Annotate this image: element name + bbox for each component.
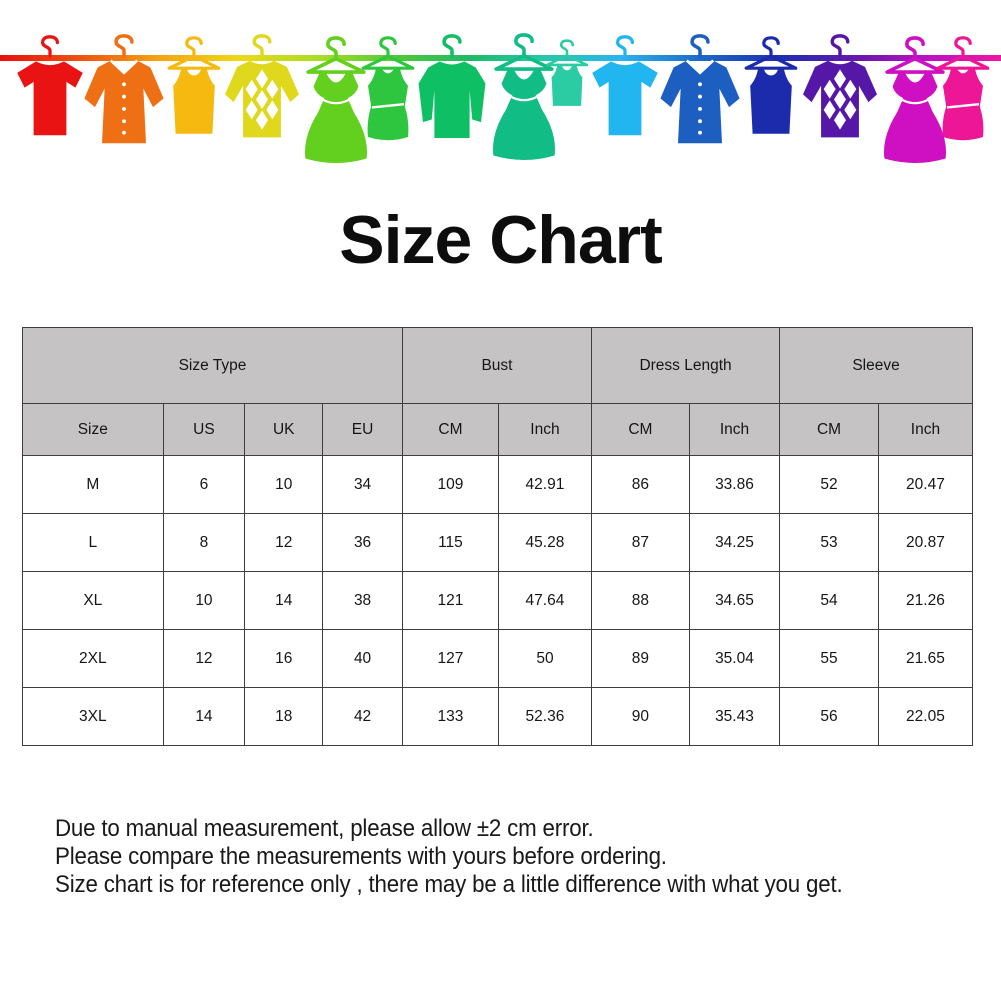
table-row-l: L 8 12 36 115 45.28 87 34.25 53 20.87 [22, 513, 974, 572]
sleeve-inch-cell: 22.05 [877, 687, 974, 746]
dress-cm-cell: 88 [591, 571, 690, 630]
sleeve-inch-cell: 21.26 [877, 571, 974, 630]
size-cell: L [22, 513, 164, 572]
dress-cm-cell: 86 [591, 455, 690, 514]
uk-cell: 12 [244, 513, 324, 572]
size-cell: 3XL [22, 687, 164, 746]
col-header-eu: EU [322, 403, 403, 456]
garment-emerald-dress-icon [491, 33, 557, 162]
eu-cell: 36 [322, 513, 403, 572]
table-row-3xl: 3XL 14 18 42 133 52.36 90 35.43 56 22.05 [22, 687, 974, 746]
group-header-bust: Bust [401, 327, 593, 404]
us-cell: 12 [162, 629, 246, 688]
dress-cm-cell: 89 [591, 629, 690, 688]
us-cell: 10 [162, 571, 246, 630]
sleeve-cm-cell: 53 [779, 513, 879, 572]
measurement-notes: Due to manual measurement, please allow … [55, 815, 966, 899]
note-line-2: Please compare the measurements with you… [55, 843, 667, 870]
group-header-size-type: Size Type [22, 327, 403, 404]
bust-cm-cell: 121 [401, 571, 499, 630]
garment-pink-tankdress-icon [936, 36, 990, 142]
eu-cell: 42 [322, 687, 403, 746]
clothesline-banner [0, 33, 1001, 165]
garment-red-tshirt-icon [15, 35, 85, 137]
bust-cm-cell: 115 [401, 513, 499, 572]
size-cell: XL [22, 571, 164, 630]
garment-navy-tanktop-icon [744, 36, 798, 136]
size-chart-table: Size Type Bust Dress Length Sleeve Size … [22, 327, 974, 746]
note-line-3: Size chart is for reference only , there… [55, 871, 843, 898]
table-row-m: M 6 10 34 109 42.91 86 33.86 52 20.47 [22, 455, 974, 514]
bust-cm-cell: 127 [401, 629, 499, 688]
bust-inch-cell: 45.28 [497, 513, 593, 572]
uk-cell: 18 [244, 687, 324, 746]
dress-cm-cell: 87 [591, 513, 690, 572]
garment-green-sweater-icon [416, 34, 488, 140]
uk-cell: 16 [244, 629, 324, 688]
sleeve-inch-cell: 21.65 [877, 629, 974, 688]
bust-cm-cell: 109 [401, 455, 499, 514]
col-header-bust-cm: CM [401, 403, 499, 456]
dress-inch-cell: 34.65 [688, 571, 781, 630]
us-cell: 8 [162, 513, 246, 572]
group-header-row: Size Type Bust Dress Length Sleeve [22, 327, 973, 404]
col-header-sleeve-cm: CM [779, 403, 879, 456]
column-header-row: Size US UK EU CM Inch CM Inch CM Inch [22, 403, 974, 456]
col-header-uk: UK [244, 403, 324, 456]
col-header-size: Size [22, 403, 164, 456]
sleeve-cm-cell: 52 [779, 455, 879, 514]
table-row-2xl: 2XL 12 16 40 127 50 89 35.04 55 21.65 [22, 629, 974, 688]
garment-blue-shirt-icon [658, 34, 742, 146]
col-header-bust-inch: Inch [497, 403, 593, 456]
us-cell: 14 [162, 687, 246, 746]
col-header-us: US [162, 403, 246, 456]
bust-cm-cell: 133 [401, 687, 499, 746]
eu-cell: 40 [322, 629, 403, 688]
page-title: Size Chart [339, 202, 663, 278]
dress-cm-cell: 90 [591, 687, 690, 746]
col-header-dress-cm: CM [591, 403, 690, 456]
garment-cyan-tshirt-icon [590, 35, 660, 137]
col-header-dress-inch: Inch [688, 403, 781, 456]
eu-cell: 34 [322, 455, 403, 514]
col-header-sleeve-inch: Inch [877, 403, 974, 456]
note-line-1: Due to manual measurement, please allow … [55, 815, 594, 842]
uk-cell: 14 [244, 571, 324, 630]
garment-orange-shirt-icon [82, 34, 166, 146]
group-header-dress-length: Dress Length [590, 327, 781, 404]
clothesline [0, 55, 1001, 61]
bust-inch-cell: 50 [497, 629, 593, 688]
table-row-xl: XL 10 14 38 121 47.64 88 34.65 54 21.26 [22, 571, 974, 630]
sleeve-cm-cell: 56 [779, 687, 879, 746]
bust-inch-cell: 52.36 [497, 687, 593, 746]
garment-green-tankdress-icon [361, 36, 415, 142]
garment-yellow-argyle-sweater-icon [223, 34, 301, 140]
size-cell: M [22, 455, 164, 514]
bust-inch-cell: 42.91 [497, 455, 593, 514]
garment-purple-argyle-sweater-icon [801, 34, 879, 140]
dress-inch-cell: 34.25 [688, 513, 781, 572]
sleeve-cm-cell: 54 [779, 571, 879, 630]
garment-teal-camisole-icon [545, 39, 589, 108]
dress-inch-cell: 35.43 [688, 687, 781, 746]
uk-cell: 10 [244, 455, 324, 514]
us-cell: 6 [162, 455, 246, 514]
bust-inch-cell: 47.64 [497, 571, 593, 630]
dress-inch-cell: 33.86 [688, 455, 781, 514]
sleeve-inch-cell: 20.87 [877, 513, 974, 572]
garment-gold-tanktop-icon [167, 36, 221, 136]
size-cell: 2XL [22, 629, 164, 688]
eu-cell: 38 [322, 571, 403, 630]
sleeve-inch-cell: 20.47 [877, 455, 974, 514]
group-header-sleeve: Sleeve [779, 327, 973, 404]
sleeve-cm-cell: 55 [779, 629, 879, 688]
dress-inch-cell: 35.04 [688, 629, 781, 688]
